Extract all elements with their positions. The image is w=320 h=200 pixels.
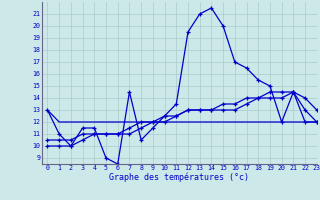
X-axis label: Graphe des températures (°c): Graphe des températures (°c) [109,173,249,182]
